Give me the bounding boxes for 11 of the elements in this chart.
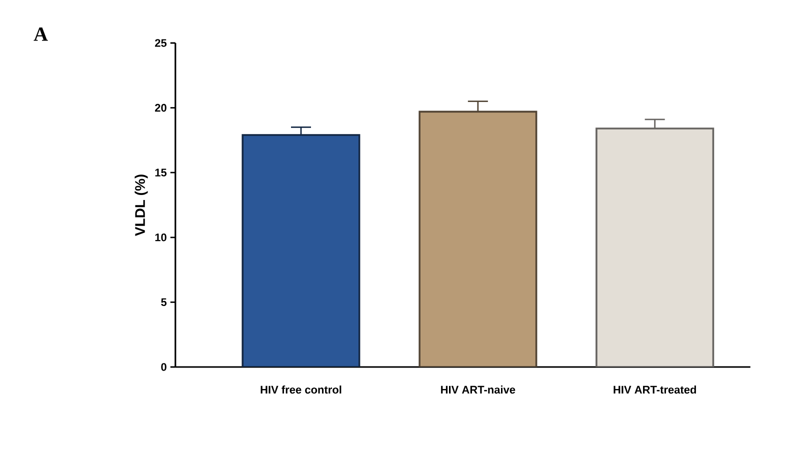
y-tick-label: 25 [155, 39, 167, 47]
y-tick-label: 5 [161, 298, 167, 306]
y-tick-label: 20 [155, 104, 166, 112]
y-tick-label: 15 [155, 168, 167, 176]
x-tick-label: HIV ART-naive [441, 386, 516, 394]
x-tick-label: HIV free control [260, 386, 342, 394]
y-tick-label: 0 [161, 363, 166, 371]
text: A [34, 28, 48, 41]
y-tick-label: 10 [155, 234, 166, 242]
y-axis-title: VLDL (%) [134, 174, 148, 236]
x-tick-label: HIV ART-treated [614, 386, 696, 394]
